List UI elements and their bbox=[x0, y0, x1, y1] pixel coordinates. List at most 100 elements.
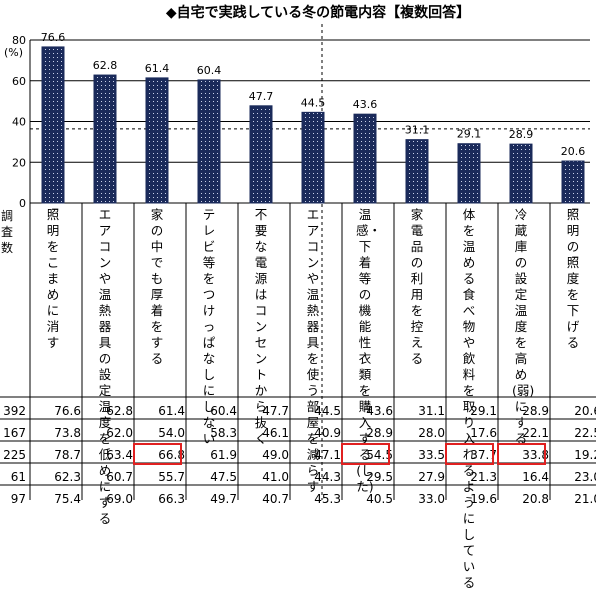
highlight-box bbox=[341, 443, 390, 465]
table-cell: 33.0 bbox=[418, 492, 445, 506]
table-cell: 40.9 bbox=[314, 426, 341, 440]
y-tick-label: 60 bbox=[12, 75, 26, 88]
bar bbox=[145, 77, 169, 204]
table-cell: 66.3 bbox=[158, 492, 185, 506]
table-cell: 31.1 bbox=[418, 404, 445, 418]
y-axis-unit-label: (%) bbox=[4, 46, 23, 59]
category-label: 照明をこまめに消す bbox=[46, 207, 60, 350]
table-cell: 58.3 bbox=[210, 426, 237, 440]
highlight-box bbox=[497, 443, 546, 465]
category-label: 家の中でも厚着をする bbox=[150, 207, 164, 366]
category-label: 不要な電源はコンセントから抜く bbox=[254, 207, 268, 446]
bar bbox=[561, 160, 585, 204]
category-label: 温感・下着等の機能性衣類を購入する(した) bbox=[356, 207, 382, 494]
highlight-box bbox=[133, 443, 182, 465]
category-label: 冷蔵庫の設定温度を高め(弱)にする bbox=[512, 207, 535, 446]
bar-value-label: 62.8 bbox=[93, 59, 118, 72]
table-cell: 17.6 bbox=[470, 426, 497, 440]
table-cell: 61.4 bbox=[158, 404, 185, 418]
table-cell: 47.7 bbox=[262, 404, 289, 418]
bar bbox=[197, 79, 221, 204]
table-cell: 75.4 bbox=[54, 492, 81, 506]
bar-value-label: 44.5 bbox=[301, 96, 326, 109]
table-cell: 29.1 bbox=[470, 404, 497, 418]
bar-value-label: 47.7 bbox=[249, 90, 274, 103]
table-cell: 20.6 bbox=[574, 404, 596, 418]
bar-value-label: 43.6 bbox=[353, 98, 378, 111]
table-cell: 61.9 bbox=[210, 448, 237, 462]
table-cell: 63.4 bbox=[106, 448, 133, 462]
table-cell: 40.7 bbox=[262, 492, 289, 506]
table-cell: 45.3 bbox=[314, 492, 341, 506]
table-row-count: 167 bbox=[3, 426, 26, 440]
table-cell: 22.1 bbox=[522, 426, 549, 440]
table-cell: 19.6 bbox=[470, 492, 497, 506]
y-tick-label: 20 bbox=[12, 156, 26, 169]
table-cell: 76.6 bbox=[54, 404, 81, 418]
table-cell: 37.7 bbox=[470, 448, 497, 462]
bar bbox=[93, 74, 117, 204]
table-cell: 22.5 bbox=[574, 426, 596, 440]
bar bbox=[509, 143, 533, 204]
table-cell: 73.8 bbox=[54, 426, 81, 440]
table-row-count: 225 bbox=[3, 448, 26, 462]
bar bbox=[457, 143, 481, 204]
table-cell: 23.0 bbox=[574, 470, 596, 484]
table-cell: 60.7 bbox=[106, 470, 133, 484]
table-row-count: 97 bbox=[10, 492, 26, 506]
table-cell: 33.8 bbox=[522, 448, 549, 462]
table-cell: 49.0 bbox=[262, 448, 289, 462]
category-label: エアコンや温熱器具を使う部屋を減らす bbox=[306, 207, 320, 494]
bar-value-label: 29.1 bbox=[457, 128, 482, 141]
table-cell: 21.0 bbox=[574, 492, 596, 506]
table-cell: 62.3 bbox=[54, 470, 81, 484]
y-tick-label: 80 bbox=[12, 34, 26, 47]
table-row-count: 61 bbox=[10, 470, 26, 484]
table-cell: 54.0 bbox=[158, 426, 185, 440]
highlight-box bbox=[445, 443, 494, 465]
table-cell: 19.2 bbox=[574, 448, 596, 462]
table-cell: 47.1 bbox=[314, 448, 341, 462]
y-tick-label: 40 bbox=[12, 116, 26, 129]
bar-value-label: 60.4 bbox=[197, 64, 222, 77]
table-row-count: 392 bbox=[3, 404, 26, 418]
bar-value-label: 61.4 bbox=[145, 62, 170, 75]
table-cell: 21.3 bbox=[470, 470, 497, 484]
table-cell: 54.5 bbox=[366, 448, 393, 462]
table-cell: 55.7 bbox=[158, 470, 185, 484]
table-cell: 62.0 bbox=[106, 426, 133, 440]
table-cell: 46.1 bbox=[262, 426, 289, 440]
table-cell: 47.5 bbox=[210, 470, 237, 484]
table-cell: 62.8 bbox=[106, 404, 133, 418]
table-cell: 28.0 bbox=[418, 426, 445, 440]
table-cell: 28.9 bbox=[366, 426, 393, 440]
category-label: テレビ等をつけっぱなしにしない bbox=[202, 207, 216, 446]
table-cell: 20.8 bbox=[522, 492, 549, 506]
table-cell: 69.0 bbox=[106, 492, 133, 506]
bars-group: 76.6 62.8 61.4 60.4 47.7 44.5 43.6 31.1 29.1 28.9… bbox=[41, 31, 586, 204]
table-cell: 78.7 bbox=[54, 448, 81, 462]
table-cell: 60.4 bbox=[210, 404, 237, 418]
table-cell: 49.7 bbox=[210, 492, 237, 506]
category-label: 家電品の利用を控える bbox=[410, 207, 424, 366]
table-cell: 44.5 bbox=[314, 404, 341, 418]
bar-value-label: 28.9 bbox=[509, 128, 534, 141]
category-label: 照明の照度を下げる bbox=[566, 207, 580, 350]
bar bbox=[405, 139, 429, 204]
table-cell: 29.5 bbox=[366, 470, 393, 484]
bar-chart: 76.6 62.8 61.4 60.4 47.7 44.5 43.6 31.1 29.1 28.9… bbox=[0, 4, 596, 500]
table-cell: 40.5 bbox=[366, 492, 393, 506]
respondent-count-header: 調査数 bbox=[0, 209, 13, 255]
bar bbox=[249, 105, 273, 204]
table-cell: 43.6 bbox=[366, 404, 393, 418]
chart-title: ◆自宅で実践している冬の節電内容【複数回答】 bbox=[166, 4, 470, 21]
bar-value-label: 20.6 bbox=[561, 145, 586, 158]
bar bbox=[353, 113, 377, 204]
table-cell: 27.9 bbox=[418, 470, 445, 484]
table-cell: 33.5 bbox=[418, 448, 445, 462]
table-cell: 16.4 bbox=[522, 470, 549, 484]
chart-axes: 0 20 40 60 80 bbox=[12, 34, 31, 210]
table-cell: 41.0 bbox=[262, 470, 289, 484]
bar-value-label: 76.6 bbox=[41, 31, 66, 44]
table-cell: 66.8 bbox=[158, 448, 185, 462]
